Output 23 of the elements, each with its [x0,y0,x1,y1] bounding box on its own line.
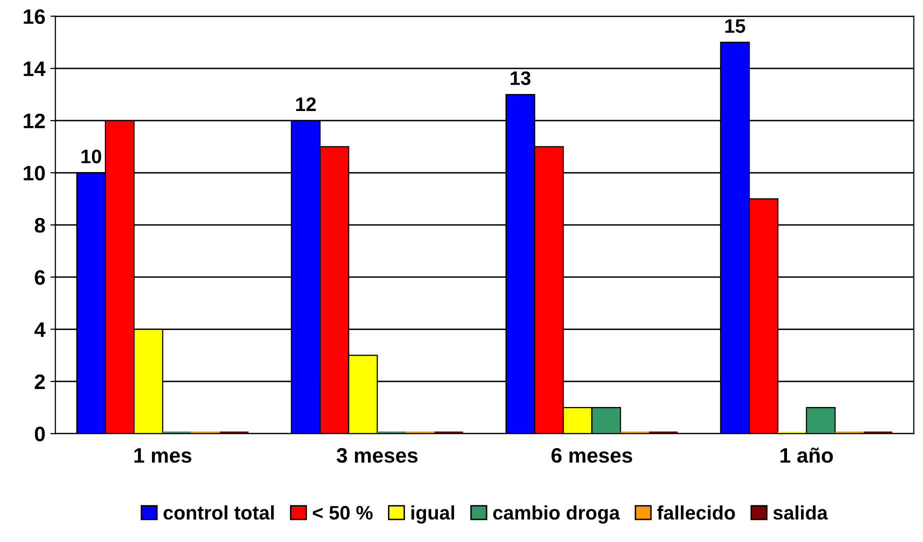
legend-label: control total [164,505,274,520]
legend-label: cambio droga [493,505,620,524]
legend-label: fallecido [657,505,735,520]
legend-label: < 50 % [312,506,373,520]
x-tick-label: 1 año [780,448,833,463]
data-label: 13 [510,71,530,86]
y-tick-label: 0 [34,426,45,442]
y-tick-label: 16 [24,9,45,24]
x-tick-label: 1 mes [134,448,192,463]
y-tick-label: 14 [24,62,46,76]
y-tick-label: 2 [34,374,45,389]
data-label: 15 [725,19,746,33]
y-tick-label: 6 [34,270,45,285]
y-tick-label: 4 [34,322,46,337]
x-tick-label: 6 meses [552,448,632,463]
y-tick-label: 8 [34,218,46,233]
data-label: 10 [82,150,102,164]
data-label: 12 [296,97,316,112]
legend-label: salida [773,505,828,520]
y-tick-label: 12 [24,114,45,128]
x-tick-label: 3 meses [336,448,418,463]
legend-label: igual [411,505,454,524]
y-tick-label: 10 [24,166,45,181]
